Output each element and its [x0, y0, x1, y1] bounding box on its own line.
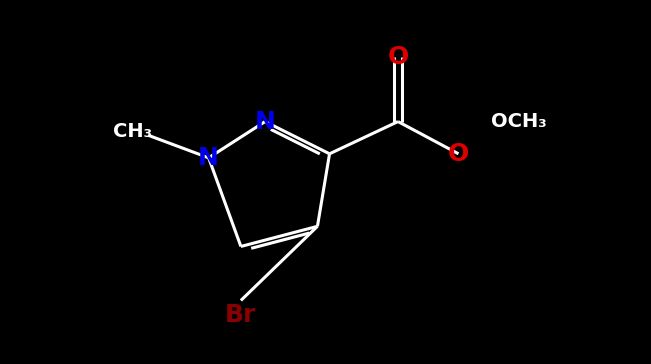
Text: OCH₃: OCH₃: [491, 112, 547, 131]
Text: O: O: [387, 45, 409, 69]
Text: N: N: [198, 146, 219, 170]
Text: N: N: [255, 110, 275, 134]
Text: CH₃: CH₃: [113, 122, 152, 141]
Text: Br: Br: [225, 303, 256, 327]
Text: O: O: [448, 142, 469, 166]
